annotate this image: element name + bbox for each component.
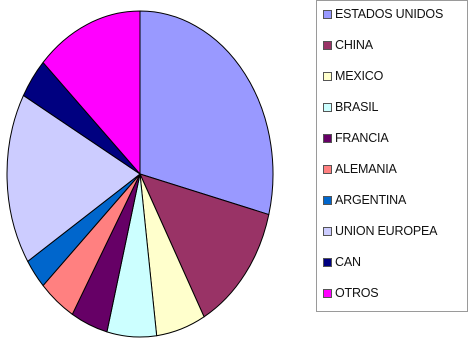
legend-label: MEXICO: [335, 69, 384, 83]
legend-item: CAN: [323, 254, 361, 270]
legend-swatch: [323, 288, 332, 298]
legend-label: UNION EUROPEA: [335, 224, 438, 238]
pie-slice-estados-unidos: [139, 10, 274, 216]
legend-item: FRANCIA: [323, 130, 389, 146]
legend-swatch: [323, 9, 332, 19]
legend-item: ESTADOS UNIDOS: [323, 6, 443, 22]
legend-swatch: [323, 257, 332, 267]
legend-label: ARGENTINA: [335, 193, 407, 207]
legend-label: CAN: [335, 255, 361, 269]
legend-item: ARGENTINA: [323, 192, 406, 208]
pie-slice-union-europea: [6, 94, 141, 262]
legend-swatch: [323, 40, 332, 50]
legend-label: CHINA: [335, 38, 373, 52]
legend-swatch: [323, 164, 332, 174]
legend-item: CHINA: [323, 37, 373, 53]
pie-slice-china: [139, 173, 270, 318]
pie-slice-otros: [42, 10, 141, 175]
legend-swatch: [323, 226, 332, 236]
legend-item: ALEMANIA: [323, 161, 397, 177]
legend-swatch: [323, 133, 332, 143]
legend-item: MEXICO: [323, 68, 383, 84]
legend-item: UNION EUROPEA: [323, 223, 437, 239]
legend-swatch: [323, 102, 332, 112]
legend-label: BRASIL: [335, 100, 379, 114]
legend-label: FRANCIA: [335, 131, 389, 145]
chart-legend: ESTADOS UNIDOS CHINA MEXICO BRASIL FRANCIA AL…: [316, 0, 468, 312]
legend-swatch: [323, 195, 332, 205]
legend-label: OTROS: [335, 286, 379, 300]
legend-item: OTROS: [323, 285, 379, 301]
pie-slices: [6, 10, 274, 338]
legend-swatch: [323, 71, 332, 81]
legend-label: ALEMANIA: [335, 162, 397, 176]
legend-label: ESTADOS UNIDOS: [335, 7, 444, 21]
legend-item: BRASIL: [323, 99, 378, 115]
